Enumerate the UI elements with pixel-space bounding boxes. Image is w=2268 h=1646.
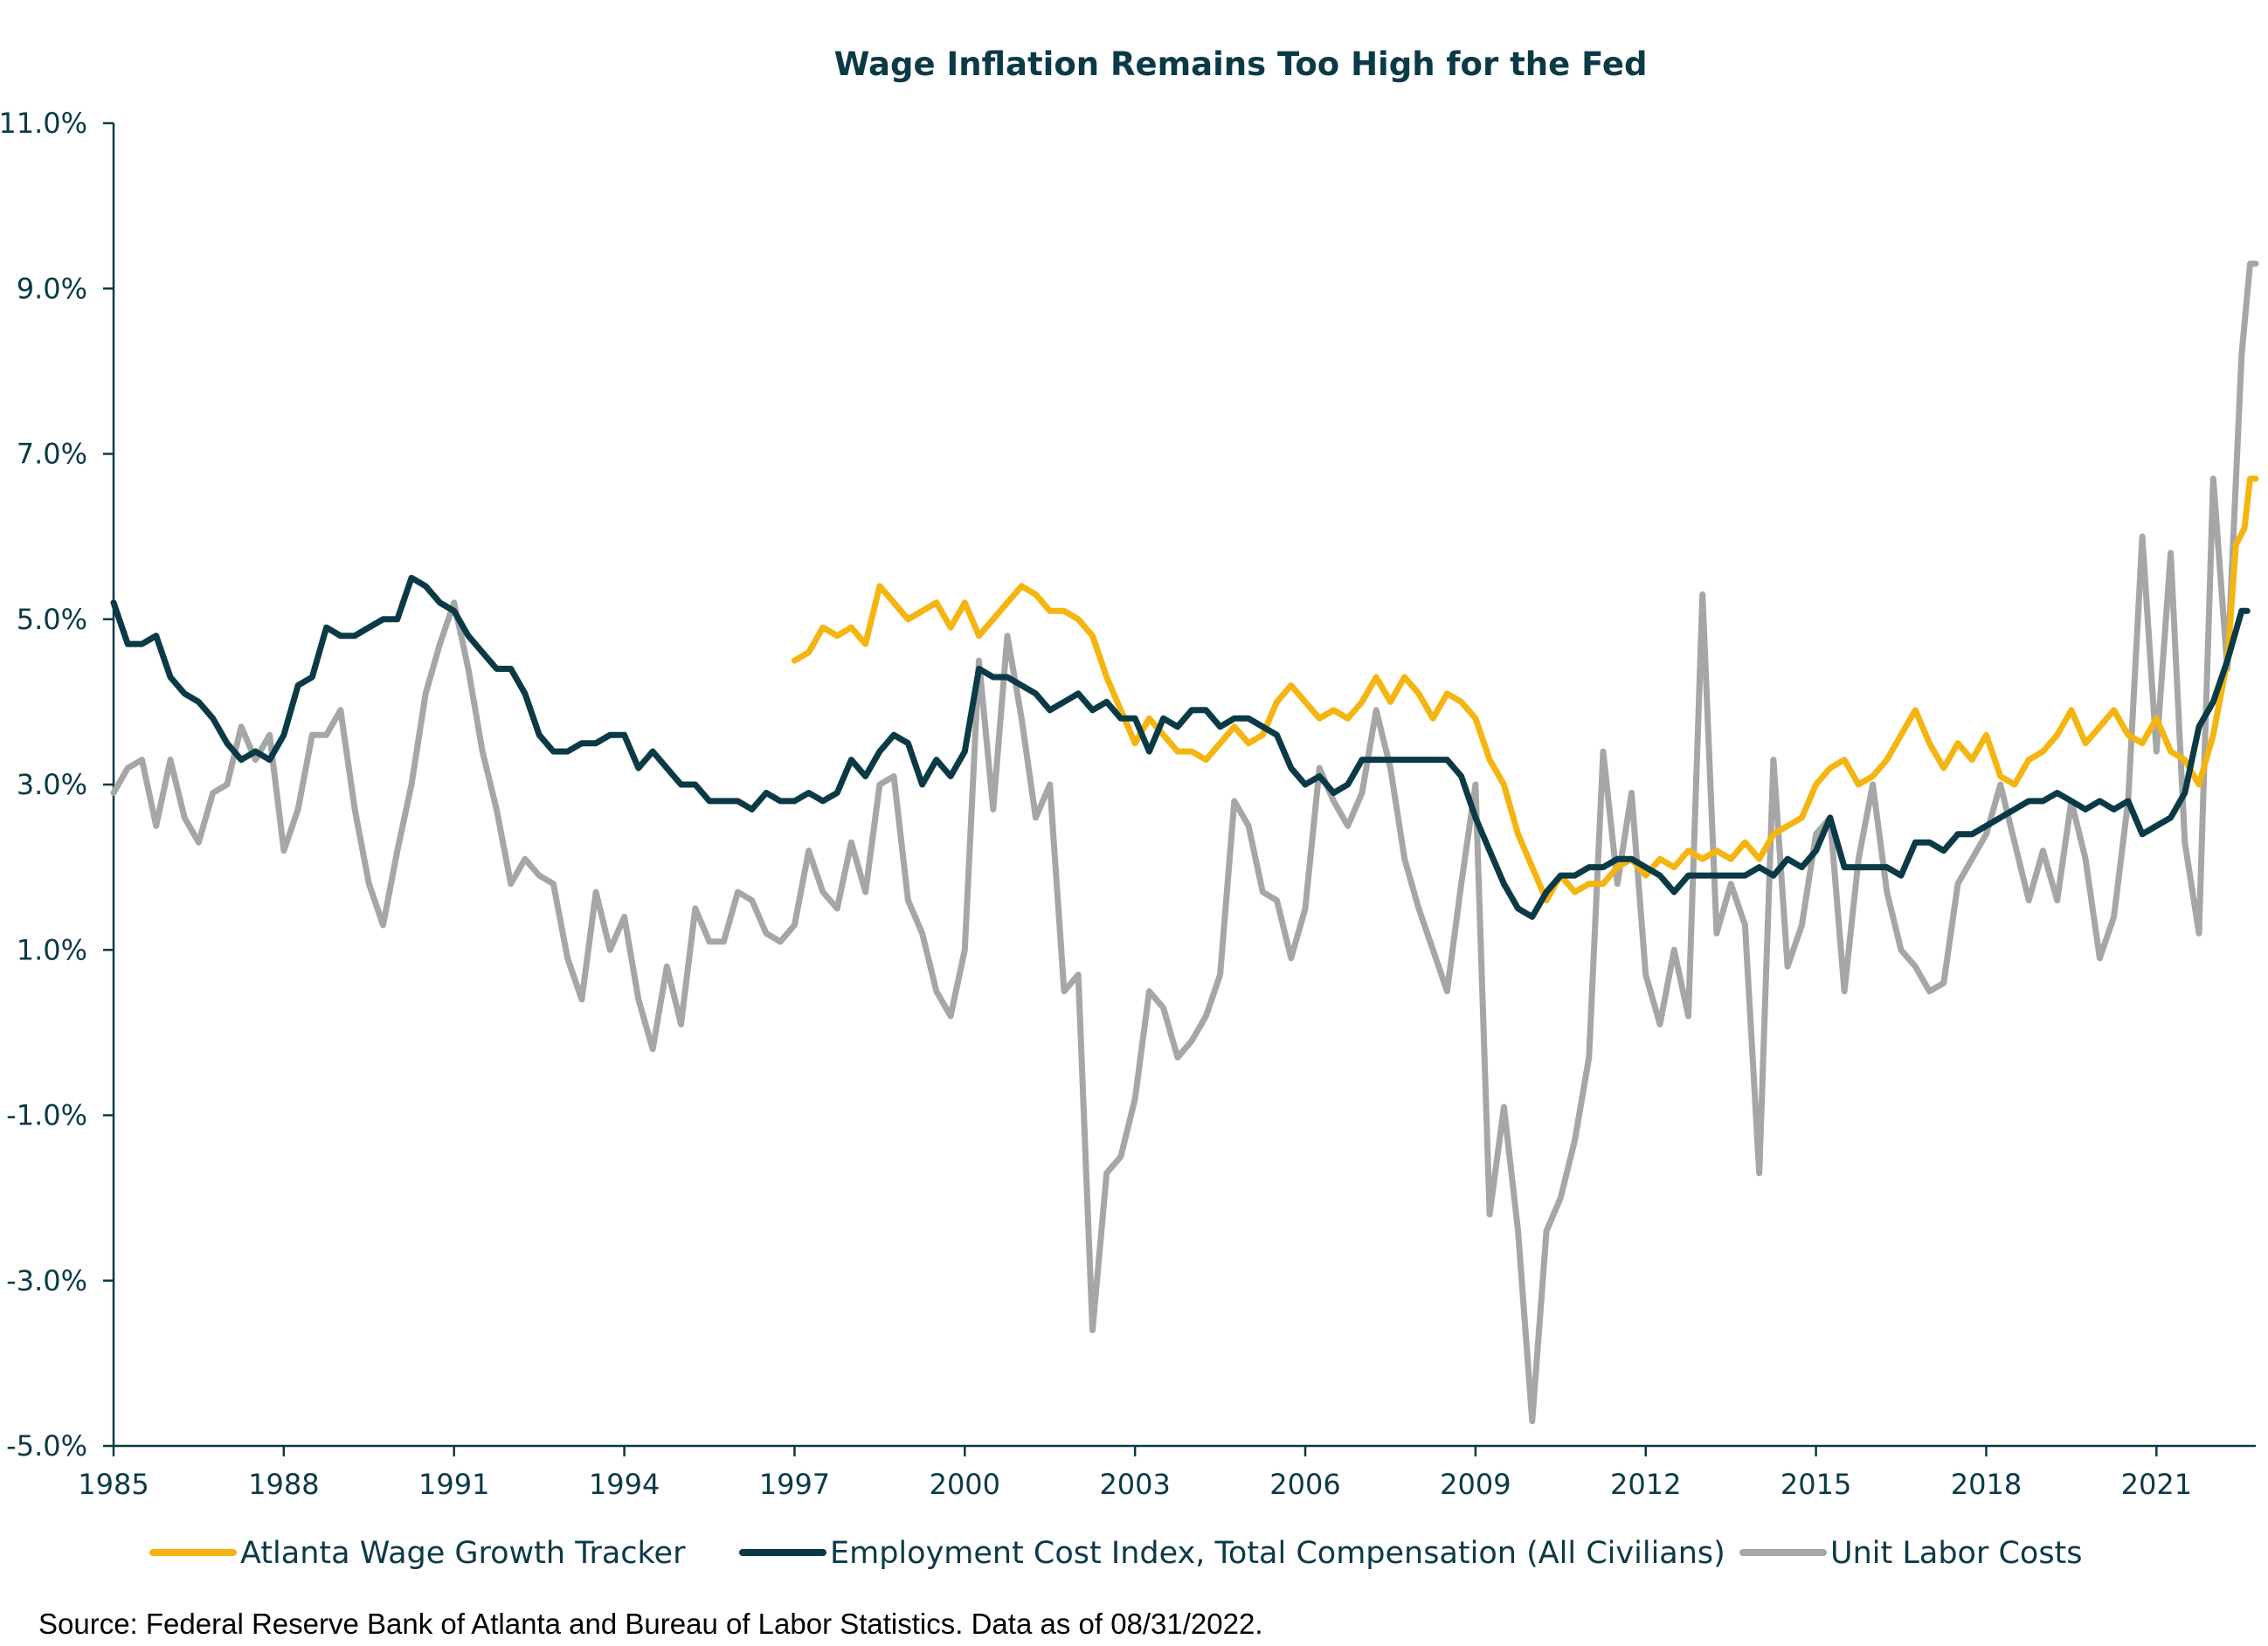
chart-title: Wage Inflation Remains Too High for the … [834,45,1648,83]
y-tick-label: -5.0% [6,1429,87,1463]
legend-label: Unit Labor Costs [1830,1536,2083,1571]
y-tick-label: -1.0% [6,1099,87,1132]
x-tick-label: 1994 [589,1468,660,1501]
plot-area [110,260,2259,1425]
y-tick-label: 9.0% [17,272,87,305]
y-tick-label: -3.0% [6,1264,87,1297]
x-tick-label: 2018 [1951,1468,2022,1501]
axes: 11.0% 9.0% 7.0% 5.0% 3.0% 1.0% -1.0% -3.0% -5.0%… [0,107,2256,1501]
x-tick-label: 1985 [78,1468,149,1501]
x-tick-label: 2021 [2121,1468,2192,1501]
x-tick-label: 1997 [759,1468,830,1501]
legend-label: Employment Cost Index, Total Compensatio… [830,1536,1725,1571]
x-tick-label: 2003 [1099,1468,1170,1501]
x-tick-label: 1991 [418,1468,489,1501]
series-line-atlanta-wage-growth-tracker [791,475,2259,903]
y-tick-label: 3.0% [17,768,87,801]
y-tick-label: 5.0% [17,603,87,636]
series-line-unit-labor-costs [110,260,2259,1425]
x-tick-label: 2009 [1440,1468,1511,1501]
x-tick-label: 1988 [248,1468,319,1501]
x-tick-label: 2015 [1781,1468,1851,1501]
series-line-employment-cost-index-total-compensation-all-civilians [110,574,2251,920]
y-tick-label: 11.0% [0,107,87,140]
y-tick-label: 7.0% [17,438,87,471]
legend: Atlanta Wage Growth Tracker Employment Co… [149,1536,2083,1571]
x-tick-label: 2012 [1610,1468,1681,1501]
legend-label: Atlanta Wage Growth Tracker [240,1536,686,1571]
source-note: Source: Federal Reserve Bank of Atlanta … [38,1608,1263,1640]
x-tick-label: 2000 [930,1468,1000,1501]
x-tick-label: 2006 [1269,1468,1340,1501]
y-tick-label: 1.0% [17,933,87,966]
